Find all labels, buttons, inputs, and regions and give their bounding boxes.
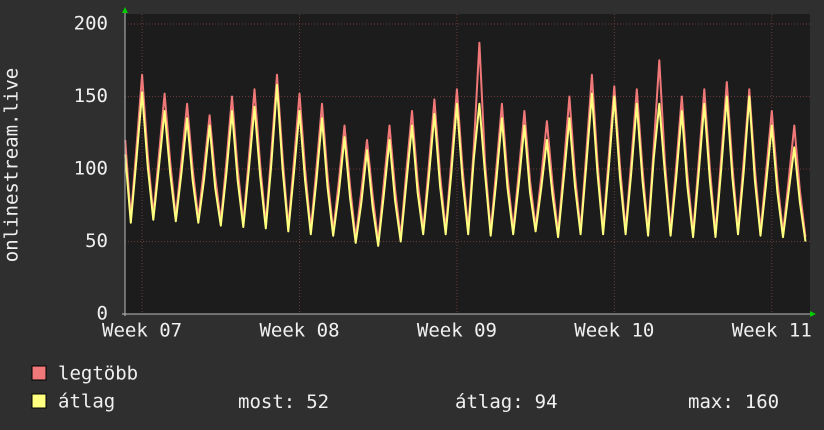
x-tick-label: Week 10 — [574, 320, 654, 342]
stat-label: max: — [688, 391, 734, 413]
legend-label: átlag — [58, 391, 115, 413]
stat: max: 160 — [688, 391, 779, 413]
series-line — [124, 83, 807, 247]
y-tick-label: 50 — [85, 230, 108, 252]
legend-swatch — [31, 393, 47, 409]
x-tick-label: Week 11 — [732, 320, 812, 342]
axis-arrow — [810, 311, 816, 317]
stat: most: 52 — [238, 391, 329, 413]
stat-value: 160 — [745, 391, 779, 413]
y-tick-label: 100 — [74, 158, 108, 180]
stat: átlag: 94 — [455, 391, 558, 413]
x-tick-label: Week 08 — [259, 320, 339, 342]
x-tick-label: Week 07 — [102, 320, 182, 342]
legend-swatch — [31, 365, 47, 381]
stat-label: átlag: — [455, 391, 524, 413]
stat-value: 94 — [535, 391, 558, 413]
y-tick-label: 200 — [74, 13, 108, 35]
plot-area — [125, 14, 810, 314]
stat-value: 52 — [306, 391, 329, 413]
y-tick-label: 0 — [97, 303, 108, 325]
x-tick-label: Week 09 — [417, 320, 497, 342]
lines — [124, 41, 807, 247]
y-axis-label: onlinestream.live — [1, 68, 23, 262]
axis-arrow — [122, 7, 128, 13]
stat-label: most: — [238, 391, 295, 413]
legend: legtöbb átlag most: 52 átlag: 94 max: 160 — [31, 363, 779, 413]
legend-label: legtöbb — [58, 363, 138, 385]
y-tick-label: 150 — [74, 85, 108, 107]
